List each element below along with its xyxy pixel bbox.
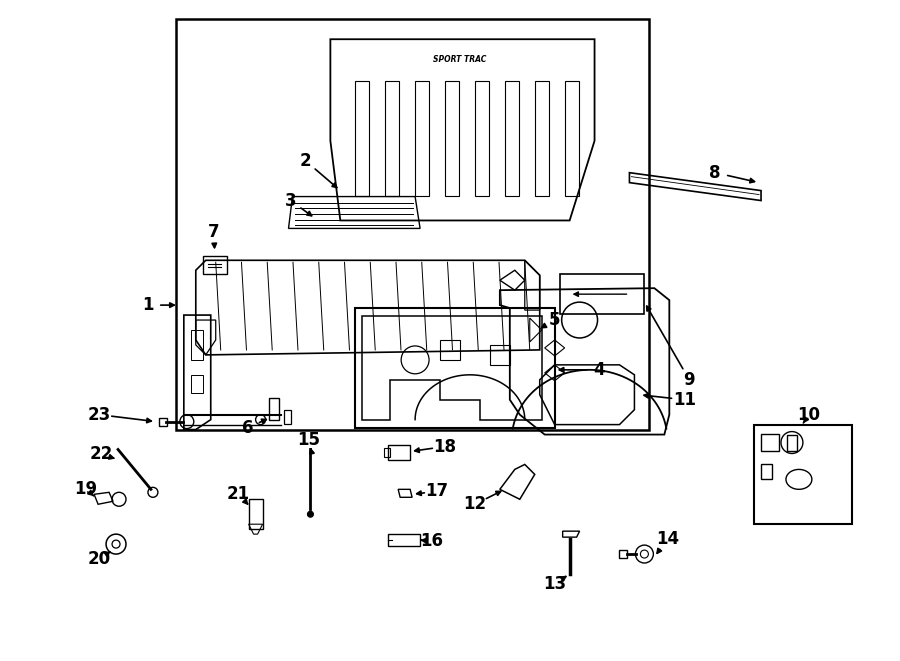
Text: 2: 2	[300, 152, 311, 170]
Text: 8: 8	[709, 164, 721, 182]
Text: 1: 1	[142, 296, 154, 314]
Bar	[754, 424, 851, 524]
Bar	[356, 308, 554, 428]
Text: 14: 14	[656, 530, 679, 548]
Text: 19: 19	[75, 481, 98, 498]
Bar	[202, 256, 227, 274]
Text: 3: 3	[284, 192, 296, 210]
Bar	[191, 330, 202, 360]
Bar	[560, 274, 644, 314]
Bar	[268, 398, 278, 420]
Text: 16: 16	[420, 532, 444, 550]
Bar	[284, 410, 292, 424]
Bar	[176, 19, 650, 430]
Text: 23: 23	[87, 406, 111, 424]
Bar	[384, 447, 391, 457]
Text: 21: 21	[227, 485, 250, 503]
Bar	[191, 375, 202, 393]
Text: 5: 5	[549, 311, 561, 329]
Text: 20: 20	[87, 550, 111, 568]
Text: 4: 4	[594, 361, 606, 379]
Bar	[388, 534, 420, 546]
Text: 12: 12	[464, 495, 487, 514]
Text: 22: 22	[89, 446, 112, 463]
Bar	[248, 499, 263, 529]
Text: 17: 17	[426, 483, 448, 500]
Text: 7: 7	[208, 223, 220, 241]
Bar	[388, 444, 410, 461]
Text: 13: 13	[543, 575, 566, 593]
Text: 6: 6	[242, 418, 254, 436]
Text: SPORT TRAC: SPORT TRAC	[433, 55, 487, 63]
Text: 18: 18	[434, 438, 456, 455]
Text: 15: 15	[297, 430, 320, 449]
Text: 11: 11	[673, 391, 696, 408]
Text: 9: 9	[683, 371, 695, 389]
Text: 10: 10	[797, 406, 821, 424]
Circle shape	[308, 511, 313, 517]
